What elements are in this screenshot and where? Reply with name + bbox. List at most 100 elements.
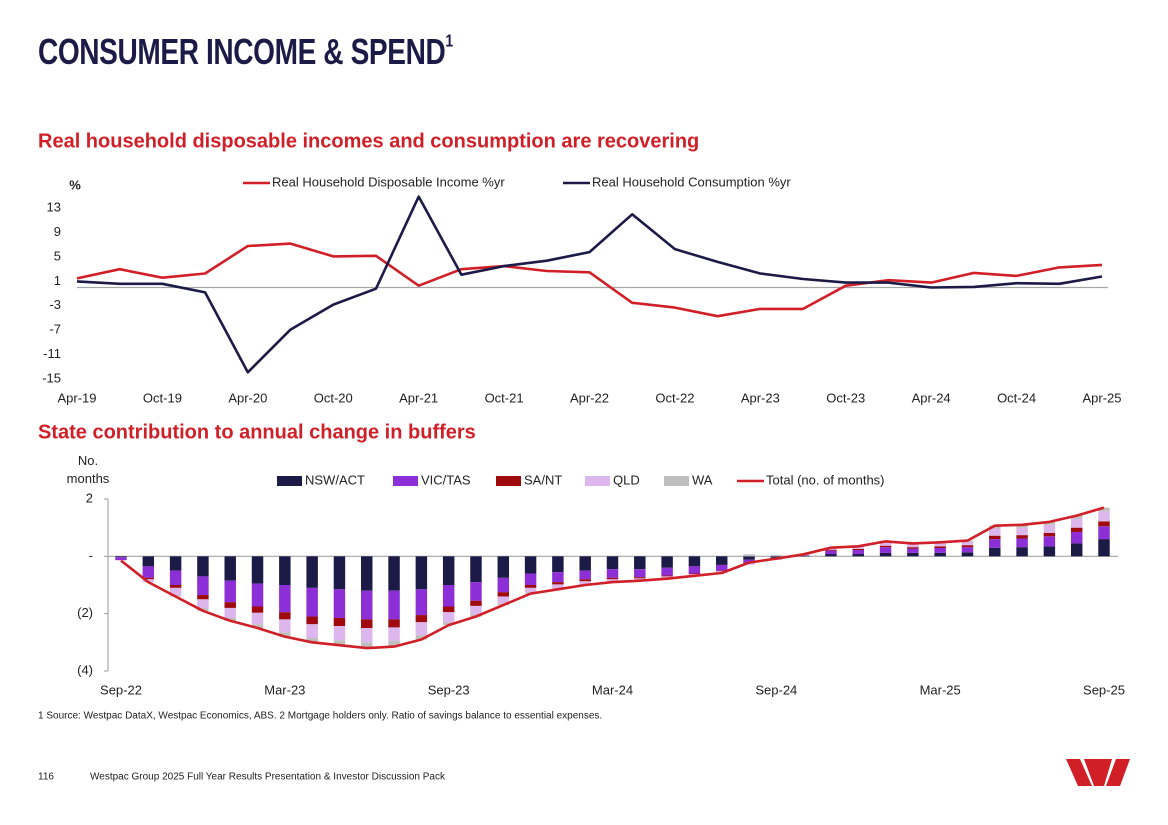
legend-swatch: [664, 476, 689, 486]
bar-segment: [579, 556, 591, 571]
bar-segment: [415, 589, 428, 616]
bar-segment: [415, 622, 428, 636]
bar-segment: [169, 570, 182, 585]
bar-segment: [1043, 524, 1056, 533]
bar-segment: [115, 557, 127, 561]
x-tick-label: Apr-20: [228, 390, 267, 405]
bar-segment: [907, 547, 919, 549]
bar-segment: [961, 545, 974, 548]
bar-segment: [552, 584, 564, 589]
page-number: 116: [38, 772, 54, 783]
legend-label: WA: [692, 472, 713, 487]
bar-segment: [361, 590, 373, 620]
x-tick-label: Apr-23: [741, 390, 780, 405]
bar-segment: [442, 556, 455, 585]
bar-segment: [497, 556, 510, 578]
x-tick-label: Oct-22: [655, 390, 694, 405]
bar-segment: [1098, 526, 1110, 540]
y-tick-label: 5: [54, 248, 61, 263]
bar-segment: [333, 617, 346, 626]
legend-label: Real Household Disposable Income %yr: [272, 174, 505, 189]
bar-segment: [1043, 521, 1056, 525]
bar-segment: [552, 556, 564, 573]
y-tick-label: -11: [43, 346, 61, 361]
bar-segment: [306, 556, 318, 588]
bar-segment: [361, 556, 373, 591]
page-title: CONSUMER INCOME & SPEND1: [38, 31, 453, 71]
x-tick-label: Oct-19: [143, 390, 182, 405]
bar-segment: [169, 587, 182, 596]
x-tick-label: Apr-25: [1082, 390, 1121, 405]
bar-segment: [524, 556, 537, 574]
x-tick-label: Oct-20: [314, 390, 353, 405]
bar-segment: [470, 605, 482, 615]
page-title-superscript: 1: [445, 31, 453, 51]
bar-segment: [115, 556, 127, 558]
bar-segment: [1016, 527, 1028, 536]
bar-segment: [197, 556, 209, 577]
bar-segment: [770, 556, 783, 558]
bar-segment: [852, 548, 864, 551]
bar-segment: [361, 619, 373, 628]
y-tick-label: (4): [77, 662, 93, 677]
bar-segment: [197, 599, 209, 608]
bar-segment: [388, 640, 400, 647]
line-series: [120, 506, 1105, 650]
bar-segment: [1098, 539, 1110, 557]
bar-segment: [442, 585, 455, 607]
bar-segment: [497, 592, 510, 597]
bar-segment: [743, 556, 755, 560]
bar-segment: [197, 595, 209, 600]
bar-segment: [579, 581, 591, 585]
bar-segment: [470, 556, 482, 583]
bar-segment: [989, 539, 1001, 548]
bar-segment: [961, 552, 974, 557]
legend-label: QLD: [613, 472, 640, 487]
line-series: [76, 195, 1103, 374]
bar-segment: [279, 632, 291, 637]
bar-segment: [251, 583, 264, 607]
bar-segment: [442, 606, 455, 613]
bar-segment: [552, 572, 564, 583]
x-tick-label: Oct-21: [485, 390, 524, 405]
bar-segment: [634, 556, 646, 570]
logo-stroke: [1106, 759, 1130, 786]
x-tick-label: Apr-22: [570, 390, 609, 405]
bar-segment: [606, 569, 619, 578]
bar-segment: [388, 619, 400, 628]
bar-segment: [634, 577, 646, 579]
bar-segment: [169, 585, 182, 588]
y-tick-label: 1: [54, 273, 61, 288]
y-axis-label: %: [69, 177, 81, 192]
bar-segment: [251, 556, 264, 584]
bar-segment: [1070, 543, 1083, 557]
bar-segment: [251, 612, 264, 625]
bar-segment: [279, 556, 291, 585]
bar-segment: [770, 554, 783, 557]
bar-segment: [715, 564, 728, 571]
y-tick-label: 2: [86, 490, 93, 505]
y-tick-label: -7: [49, 322, 61, 337]
bar-segment: [470, 600, 482, 606]
bar-segment: [306, 616, 318, 625]
bar-segment: [715, 556, 728, 565]
bar-segment: [1098, 521, 1110, 527]
bar-segment: [661, 575, 673, 577]
logo-stroke: [1084, 759, 1112, 786]
footer-text: Westpac Group 2025 Full Year Results Pre…: [90, 772, 446, 783]
bar-segment: [1070, 527, 1083, 532]
y-tick-label: 9: [54, 224, 61, 239]
bar-segment: [688, 573, 701, 575]
bar-segment: [251, 606, 264, 613]
legend-swatch: [585, 476, 610, 486]
legend-label: SA/NT: [524, 472, 562, 487]
bar-segment: [497, 596, 510, 604]
bar-segment: [442, 622, 455, 626]
bar-segment: [961, 541, 974, 546]
bar-segment: [634, 569, 646, 578]
y-tick-label: -15: [42, 370, 61, 385]
legend-swatch: [393, 476, 418, 486]
bar-segment: [470, 582, 482, 601]
bar-segment: [961, 547, 974, 553]
y-tick-label: 13: [47, 200, 61, 215]
